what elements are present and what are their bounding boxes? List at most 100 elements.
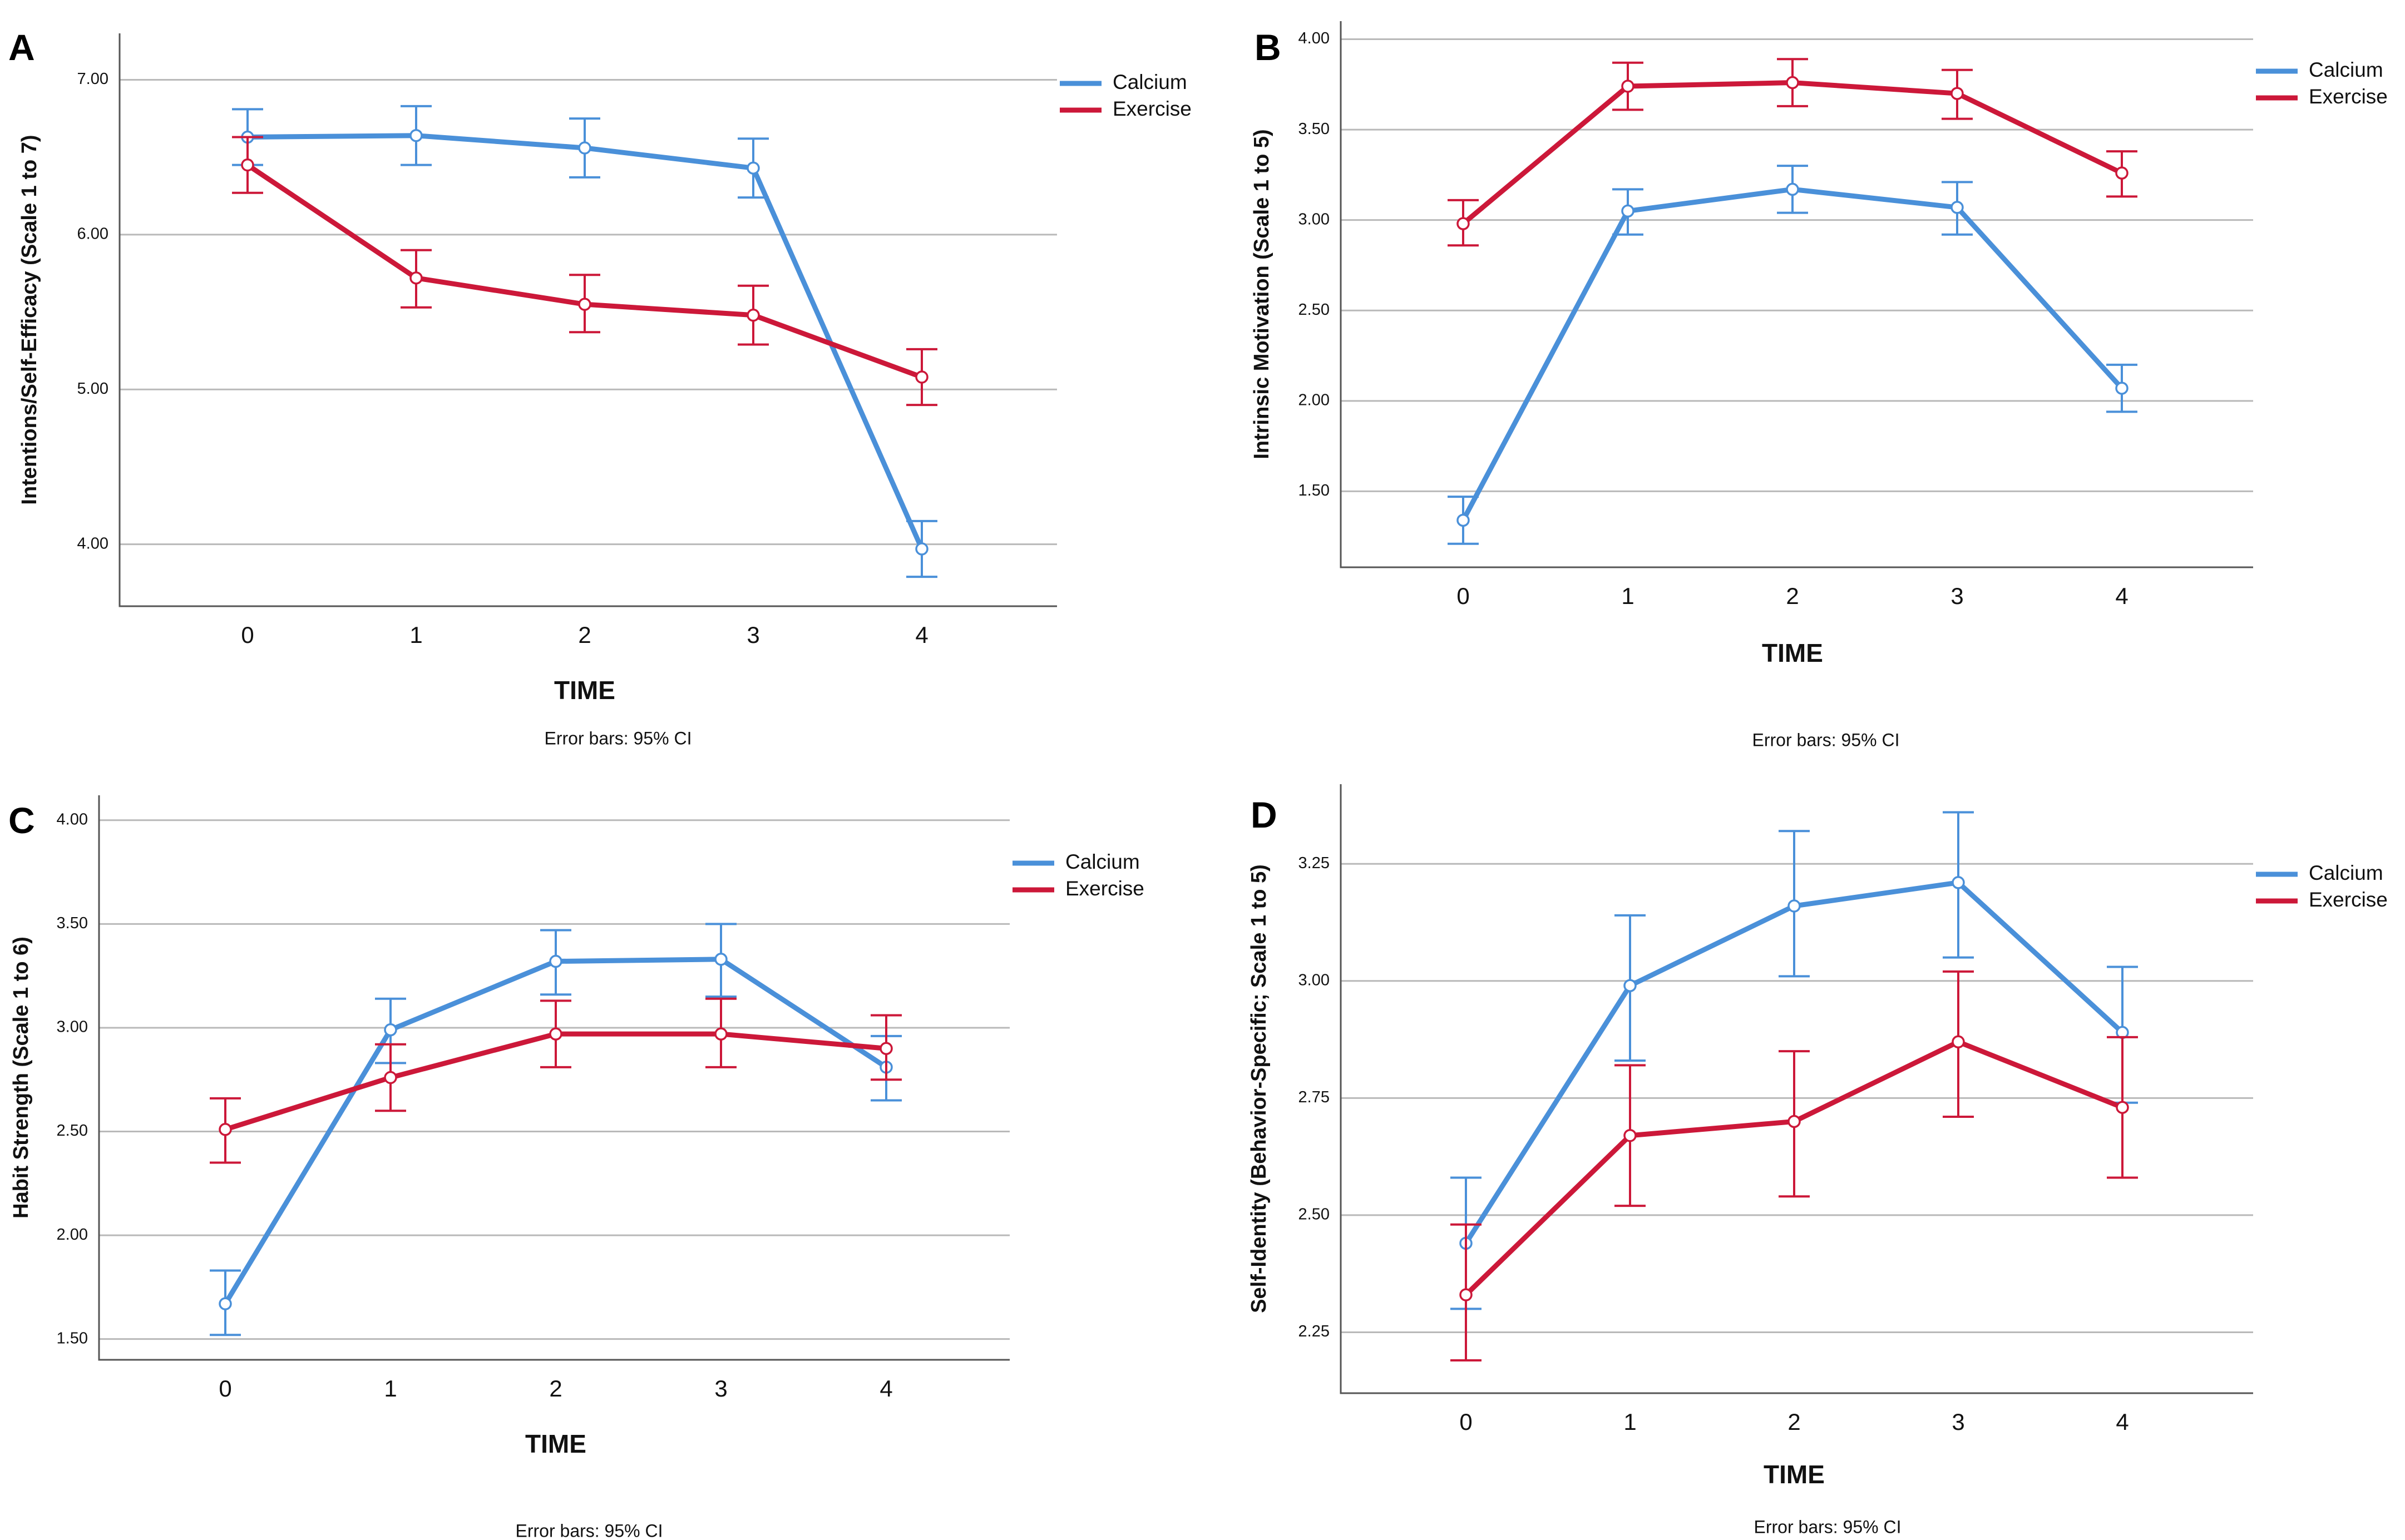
y-axis-label: Intrinsic Motivation (Scale 1 to 5) xyxy=(1250,129,1273,459)
error-bar-note: Error bars: 95% CI xyxy=(1752,730,1900,750)
data-point xyxy=(1621,204,1634,218)
x-tick-label: 0 xyxy=(241,622,254,648)
x-tick-label: 1 xyxy=(384,1375,397,1402)
y-tick-label: 4.00 xyxy=(57,810,88,828)
x-tick-label: 2 xyxy=(549,1375,562,1402)
data-point xyxy=(1952,1035,1965,1049)
data-point xyxy=(1786,76,1799,90)
x-tick-label: 1 xyxy=(1623,1409,1636,1435)
series-calcium xyxy=(1448,165,2137,545)
y-tick-label: 2.75 xyxy=(1298,1088,1330,1106)
legend-label: Exercise xyxy=(2309,888,2388,911)
y-axis-label: Self-Identity (Behavior-Specific; Scale … xyxy=(1247,864,1271,1313)
data-point xyxy=(915,542,929,556)
y-tick-label: 2.00 xyxy=(57,1226,88,1244)
x-tick-label: 1 xyxy=(409,622,422,648)
data-point xyxy=(1456,217,1470,230)
data-point xyxy=(880,1042,893,1056)
y-tick-label: 3.00 xyxy=(1298,971,1330,989)
data-point xyxy=(2115,382,2129,395)
data-point xyxy=(747,308,760,322)
x-axis-label: TIME xyxy=(1762,638,1823,667)
data-point xyxy=(714,1027,728,1041)
y-tick-label: 2.50 xyxy=(1298,1206,1330,1224)
y-tick-label: 3.00 xyxy=(1298,210,1330,228)
panel-letter: A xyxy=(8,27,35,68)
x-axis-label: TIME xyxy=(525,1429,586,1458)
chart-panel-b: B 1.50 2.00 2.50 3.00 3.50 4.00 0 1 2 3 4 TIME Intrin… xyxy=(1250,21,2388,750)
data-point xyxy=(409,128,423,142)
axis-frame xyxy=(98,795,1010,1361)
data-point xyxy=(241,158,254,172)
y-axis-label: Intentions/Self-Efficacy (Scale 1 to 7) xyxy=(18,135,41,504)
x-tick-label: 2 xyxy=(1786,583,1799,609)
data-point xyxy=(1459,1288,1473,1301)
data-point xyxy=(714,953,728,966)
x-tick-label: 3 xyxy=(1952,1409,1964,1435)
error-bar-note: Error bars: 95% CI xyxy=(516,1521,663,1540)
panel-letter: C xyxy=(8,800,35,841)
data-point xyxy=(1787,1115,1801,1128)
chart-panel-d: D 2.25 2.50 2.75 3.00 3.25 0 1 2 3 4 TIME Self-Ident… xyxy=(1247,784,2388,1537)
data-point xyxy=(384,1071,397,1085)
data-point xyxy=(1950,201,1964,214)
x-tick-label: 0 xyxy=(219,1375,231,1402)
data-point xyxy=(1621,80,1634,93)
x-tick-label: 4 xyxy=(880,1375,892,1402)
panel-letter: B xyxy=(1255,27,1281,68)
x-tick-label: 2 xyxy=(1787,1409,1800,1435)
legend-label: Calcium xyxy=(2309,861,2383,884)
chart-panel-a: A 4.00 5.00 6.00 7.00 0 1 2 3 4 TIME Intentions/Sel… xyxy=(8,27,1192,748)
x-axis-label: TIME xyxy=(554,676,615,705)
data-point xyxy=(2116,1101,2129,1114)
x-tick-label: 4 xyxy=(915,622,928,648)
x-tick-label: 3 xyxy=(747,622,759,648)
data-point xyxy=(219,1297,232,1310)
error-bar-note: Error bars: 95% CI xyxy=(545,728,692,748)
series-exercise xyxy=(1448,58,2137,247)
y-tick-label: 2.25 xyxy=(1298,1323,1330,1340)
x-tick-label: 3 xyxy=(714,1375,727,1402)
series-exercise xyxy=(210,997,902,1164)
legend-label: Calcium xyxy=(1113,71,1187,93)
data-point xyxy=(1787,899,1801,913)
axis-frame xyxy=(1340,21,2253,568)
legend-label: Exercise xyxy=(2309,85,2388,108)
y-tick-label: 3.00 xyxy=(57,1018,88,1036)
chart-panel-c: C 1.50 2.00 2.50 3.00 3.50 4.00 0 1 2 3 4 TIME Habit … xyxy=(8,795,1144,1540)
legend-label: Calcium xyxy=(1065,850,1140,873)
y-tick-label: 4.00 xyxy=(1298,29,1330,47)
data-point xyxy=(1623,1128,1637,1142)
data-point xyxy=(384,1023,397,1037)
series-exercise xyxy=(1450,970,2138,1362)
data-point xyxy=(549,1027,562,1041)
x-tick-label: 4 xyxy=(2116,1409,2129,1435)
y-tick-label: 7.00 xyxy=(77,70,108,88)
legend-label: Exercise xyxy=(1065,877,1144,900)
x-tick-label: 3 xyxy=(1950,583,1963,609)
x-tick-label: 2 xyxy=(578,622,591,648)
axis-frame xyxy=(118,33,1057,607)
panel-letter: D xyxy=(1251,794,1277,835)
data-point xyxy=(1623,979,1637,992)
data-point xyxy=(915,370,929,384)
y-tick-label: 5.00 xyxy=(77,380,108,398)
x-tick-label: 0 xyxy=(1456,583,1469,609)
x-axis-label: TIME xyxy=(1764,1460,1825,1489)
x-tick-label: 0 xyxy=(1459,1409,1472,1435)
x-tick-label: 4 xyxy=(2115,583,2128,609)
y-tick-label: 6.00 xyxy=(77,225,108,243)
data-point xyxy=(409,271,423,285)
y-tick-label: 1.50 xyxy=(1298,482,1330,499)
error-bar-note: Error bars: 95% CI xyxy=(1754,1517,1902,1537)
y-axis-label: Habit Strength (Scale 1 to 6) xyxy=(9,937,33,1219)
y-tick-label: 2.00 xyxy=(1298,392,1330,409)
data-point xyxy=(747,161,760,175)
y-tick-label: 2.50 xyxy=(1298,301,1330,319)
legend-label: Exercise xyxy=(1113,97,1192,120)
axis-frame xyxy=(1340,784,2253,1394)
y-tick-label: 4.00 xyxy=(77,534,108,552)
x-tick-label: 1 xyxy=(1621,583,1634,609)
data-point xyxy=(578,141,591,155)
